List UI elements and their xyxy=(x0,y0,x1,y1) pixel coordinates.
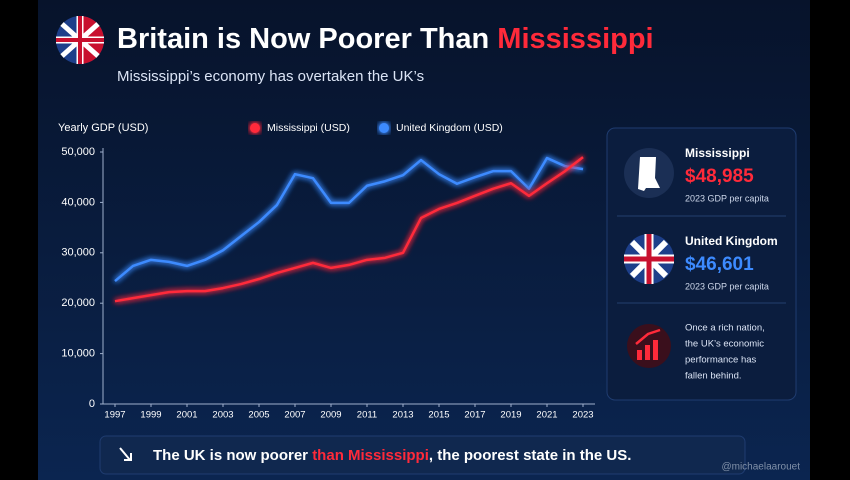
card-value: $46,601 xyxy=(685,254,754,275)
x-tick-label: 2005 xyxy=(248,410,269,421)
y-axis-label: Yearly GDP (USD) xyxy=(58,122,148,134)
y-tick-label: 30,000 xyxy=(61,247,95,259)
y-tick-label: 20,000 xyxy=(61,297,95,309)
title-text: Britain is Now Poorer Than xyxy=(117,23,497,55)
x-tick-label: 2001 xyxy=(176,410,197,421)
y-tick-label: 50,000 xyxy=(61,146,95,158)
note-line: performance has xyxy=(685,355,757,366)
note-line: the UK’s economic xyxy=(685,339,764,350)
banner-highlight: than Mississippi xyxy=(312,447,429,464)
x-tick-label: 1997 xyxy=(104,410,125,421)
y-tick-label: 0 xyxy=(89,398,95,410)
series-line xyxy=(114,156,584,282)
card-note: 2023 GDP per capita xyxy=(685,193,769,203)
uk-flag-icon xyxy=(624,234,674,284)
x-tick-label: 2015 xyxy=(428,410,449,421)
card-name: United Kingdom xyxy=(685,234,778,248)
banner xyxy=(99,435,746,475)
card-name: Mississippi xyxy=(685,146,750,160)
plot: 0 10,000 20,000 30,000 40,000 50,000 1997 1999 2… xyxy=(61,122,595,421)
note-line: Once a rich nation, xyxy=(685,323,765,334)
x-tick-label: 2023 xyxy=(572,410,593,421)
watermark: @michaelaarouet xyxy=(721,462,800,473)
banner-icon xyxy=(119,447,132,461)
title-highlight: Mississippi xyxy=(497,23,653,55)
decline-icon xyxy=(627,324,671,368)
x-tick-label: 2017 xyxy=(464,410,485,421)
banner-end: , the poorest state in the US. xyxy=(429,447,632,464)
banner-text: The UK is now poorer than Mississippi, t… xyxy=(153,447,631,464)
left-border xyxy=(0,0,38,480)
card-note: 2023 GDP per capita xyxy=(685,281,769,291)
note-line: fallen behind. xyxy=(685,371,742,382)
legend-marker xyxy=(250,123,260,133)
card-value: $48,985 xyxy=(685,166,754,187)
x-tick-label: 2021 xyxy=(536,410,557,421)
x-tick-label: 2009 xyxy=(320,410,341,421)
y-tick-label: 10,000 xyxy=(61,348,95,360)
subtitle: Mississippi’s economy has overtaken the … xyxy=(117,68,424,85)
legend-marker xyxy=(379,123,389,133)
banner-start: The UK is now poorer xyxy=(153,447,312,464)
x-tick-label: 2019 xyxy=(500,410,521,421)
series-line xyxy=(114,156,584,303)
state-icon xyxy=(638,157,660,191)
x-tick-label: 2003 xyxy=(212,410,233,421)
x-tick-label: 2007 xyxy=(284,410,305,421)
right-border xyxy=(810,0,850,480)
y-tick-label: 40,000 xyxy=(61,196,95,208)
legend-label: United Kingdom (USD) xyxy=(396,122,503,134)
legend-label: Mississippi (USD) xyxy=(267,122,350,134)
header-icon xyxy=(56,16,104,64)
x-tick-label: 2013 xyxy=(392,410,413,421)
x-tick-label: 1999 xyxy=(140,410,161,421)
title: Britain is Now Poorer Than Mississippi xyxy=(117,23,654,55)
x-tick-label: 2011 xyxy=(357,410,377,421)
